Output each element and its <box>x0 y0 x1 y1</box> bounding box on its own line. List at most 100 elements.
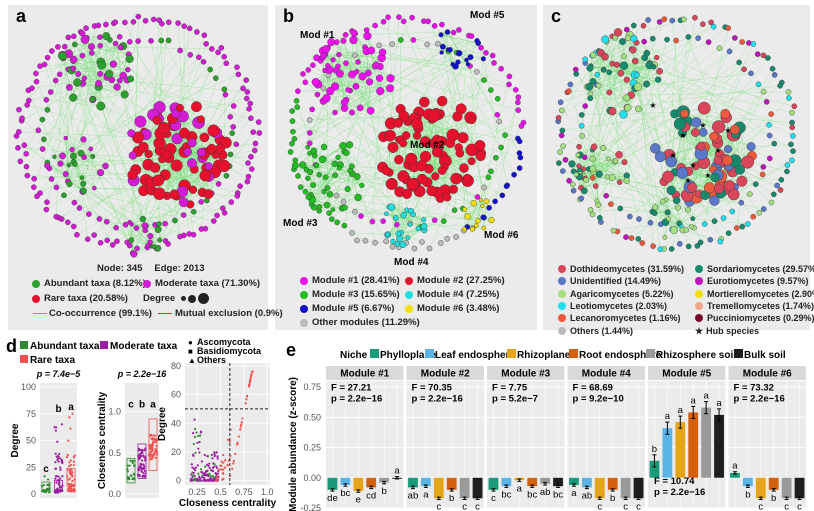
network-edge <box>56 187 193 190</box>
network-node <box>125 54 134 63</box>
data-point <box>205 479 208 482</box>
network-node <box>695 35 701 41</box>
network-node <box>80 180 87 187</box>
legend-label: Rhizoplane <box>517 350 571 361</box>
data-point <box>149 455 152 458</box>
network-node <box>710 172 720 183</box>
network-node <box>70 223 77 230</box>
network-edge <box>637 73 751 88</box>
data-point <box>72 463 75 467</box>
network-node <box>621 159 628 166</box>
network-node <box>708 19 714 26</box>
network-node <box>344 186 351 193</box>
bar <box>701 407 712 478</box>
network-node <box>376 87 385 96</box>
network-node <box>129 221 134 227</box>
data-point <box>73 454 76 457</box>
network-edge <box>725 57 769 114</box>
network-edge <box>330 90 435 221</box>
network-node <box>310 182 317 188</box>
legend-label: Abundant taxa (8.12%) <box>44 278 146 289</box>
network-node <box>630 34 638 42</box>
network-node <box>113 83 121 91</box>
network-node <box>97 42 104 49</box>
network-node <box>515 99 521 106</box>
data-point <box>209 468 213 472</box>
legend-hub: ★ Hub species <box>695 326 759 337</box>
legend-dot <box>143 279 151 288</box>
data-point <box>220 468 223 471</box>
network-node <box>789 157 795 164</box>
network-node <box>63 135 68 141</box>
network-node <box>359 182 365 188</box>
network-node <box>662 170 674 183</box>
network-node <box>376 42 382 49</box>
network-node <box>606 89 613 96</box>
network-edge <box>638 213 655 240</box>
data-point <box>212 462 215 465</box>
data-point <box>240 423 243 426</box>
network-node <box>293 98 300 104</box>
y-tick-label: 50 <box>26 436 36 446</box>
network-node <box>79 175 85 181</box>
network-node <box>366 106 375 115</box>
network-edge <box>636 42 767 103</box>
data-point <box>46 478 50 481</box>
network-node <box>651 64 657 70</box>
network-edge <box>317 65 376 85</box>
x-tick-label: 0.75 <box>235 487 253 497</box>
network-edge <box>390 17 400 124</box>
significance-letter: a <box>517 483 523 494</box>
network-node <box>178 127 190 139</box>
network-node <box>664 209 671 216</box>
network-node <box>240 85 246 92</box>
network-node <box>623 177 630 184</box>
network-node <box>243 77 249 83</box>
data-point <box>193 418 196 421</box>
network-node <box>645 17 651 23</box>
data-point <box>69 463 72 467</box>
y-tick-label: 0.75 <box>303 382 321 392</box>
legend-rare: Rare taxa (20.58%) <box>32 293 128 304</box>
network-node <box>102 162 109 170</box>
network-node <box>601 52 609 61</box>
network-node <box>451 207 458 214</box>
facet-strip <box>728 366 806 380</box>
network-node <box>623 26 630 33</box>
network-node <box>578 112 585 118</box>
network-edge <box>382 52 477 72</box>
data-point <box>216 472 220 475</box>
network-node <box>340 98 349 106</box>
network-edge <box>54 45 101 157</box>
network-node <box>207 124 220 137</box>
bar <box>768 477 779 490</box>
network-node <box>589 211 596 218</box>
network-node <box>80 35 90 44</box>
legend-label: Bulk soil <box>744 350 786 361</box>
data-point <box>154 456 157 460</box>
network-node <box>399 241 407 249</box>
network-edge <box>580 22 712 188</box>
network-node <box>725 25 732 31</box>
network-edge <box>322 32 454 58</box>
network-edge <box>315 164 328 206</box>
network-node <box>459 163 469 173</box>
network-node <box>559 127 566 134</box>
y-tick-label: 100 <box>21 382 36 392</box>
network-edge <box>73 61 132 241</box>
network-node <box>229 130 236 136</box>
network-edge <box>401 232 422 243</box>
network-node <box>227 151 234 158</box>
network-node <box>235 71 242 78</box>
network-node <box>431 23 438 29</box>
network-edge <box>483 201 487 229</box>
bar <box>446 477 457 490</box>
network-node <box>589 78 597 85</box>
panel-label-e: e <box>286 340 297 360</box>
network-node <box>766 122 772 128</box>
module-label: Mod #1 <box>300 30 335 41</box>
network-node <box>662 234 668 240</box>
network-node <box>339 142 347 150</box>
network-edge <box>620 200 677 209</box>
network-node <box>739 223 746 230</box>
